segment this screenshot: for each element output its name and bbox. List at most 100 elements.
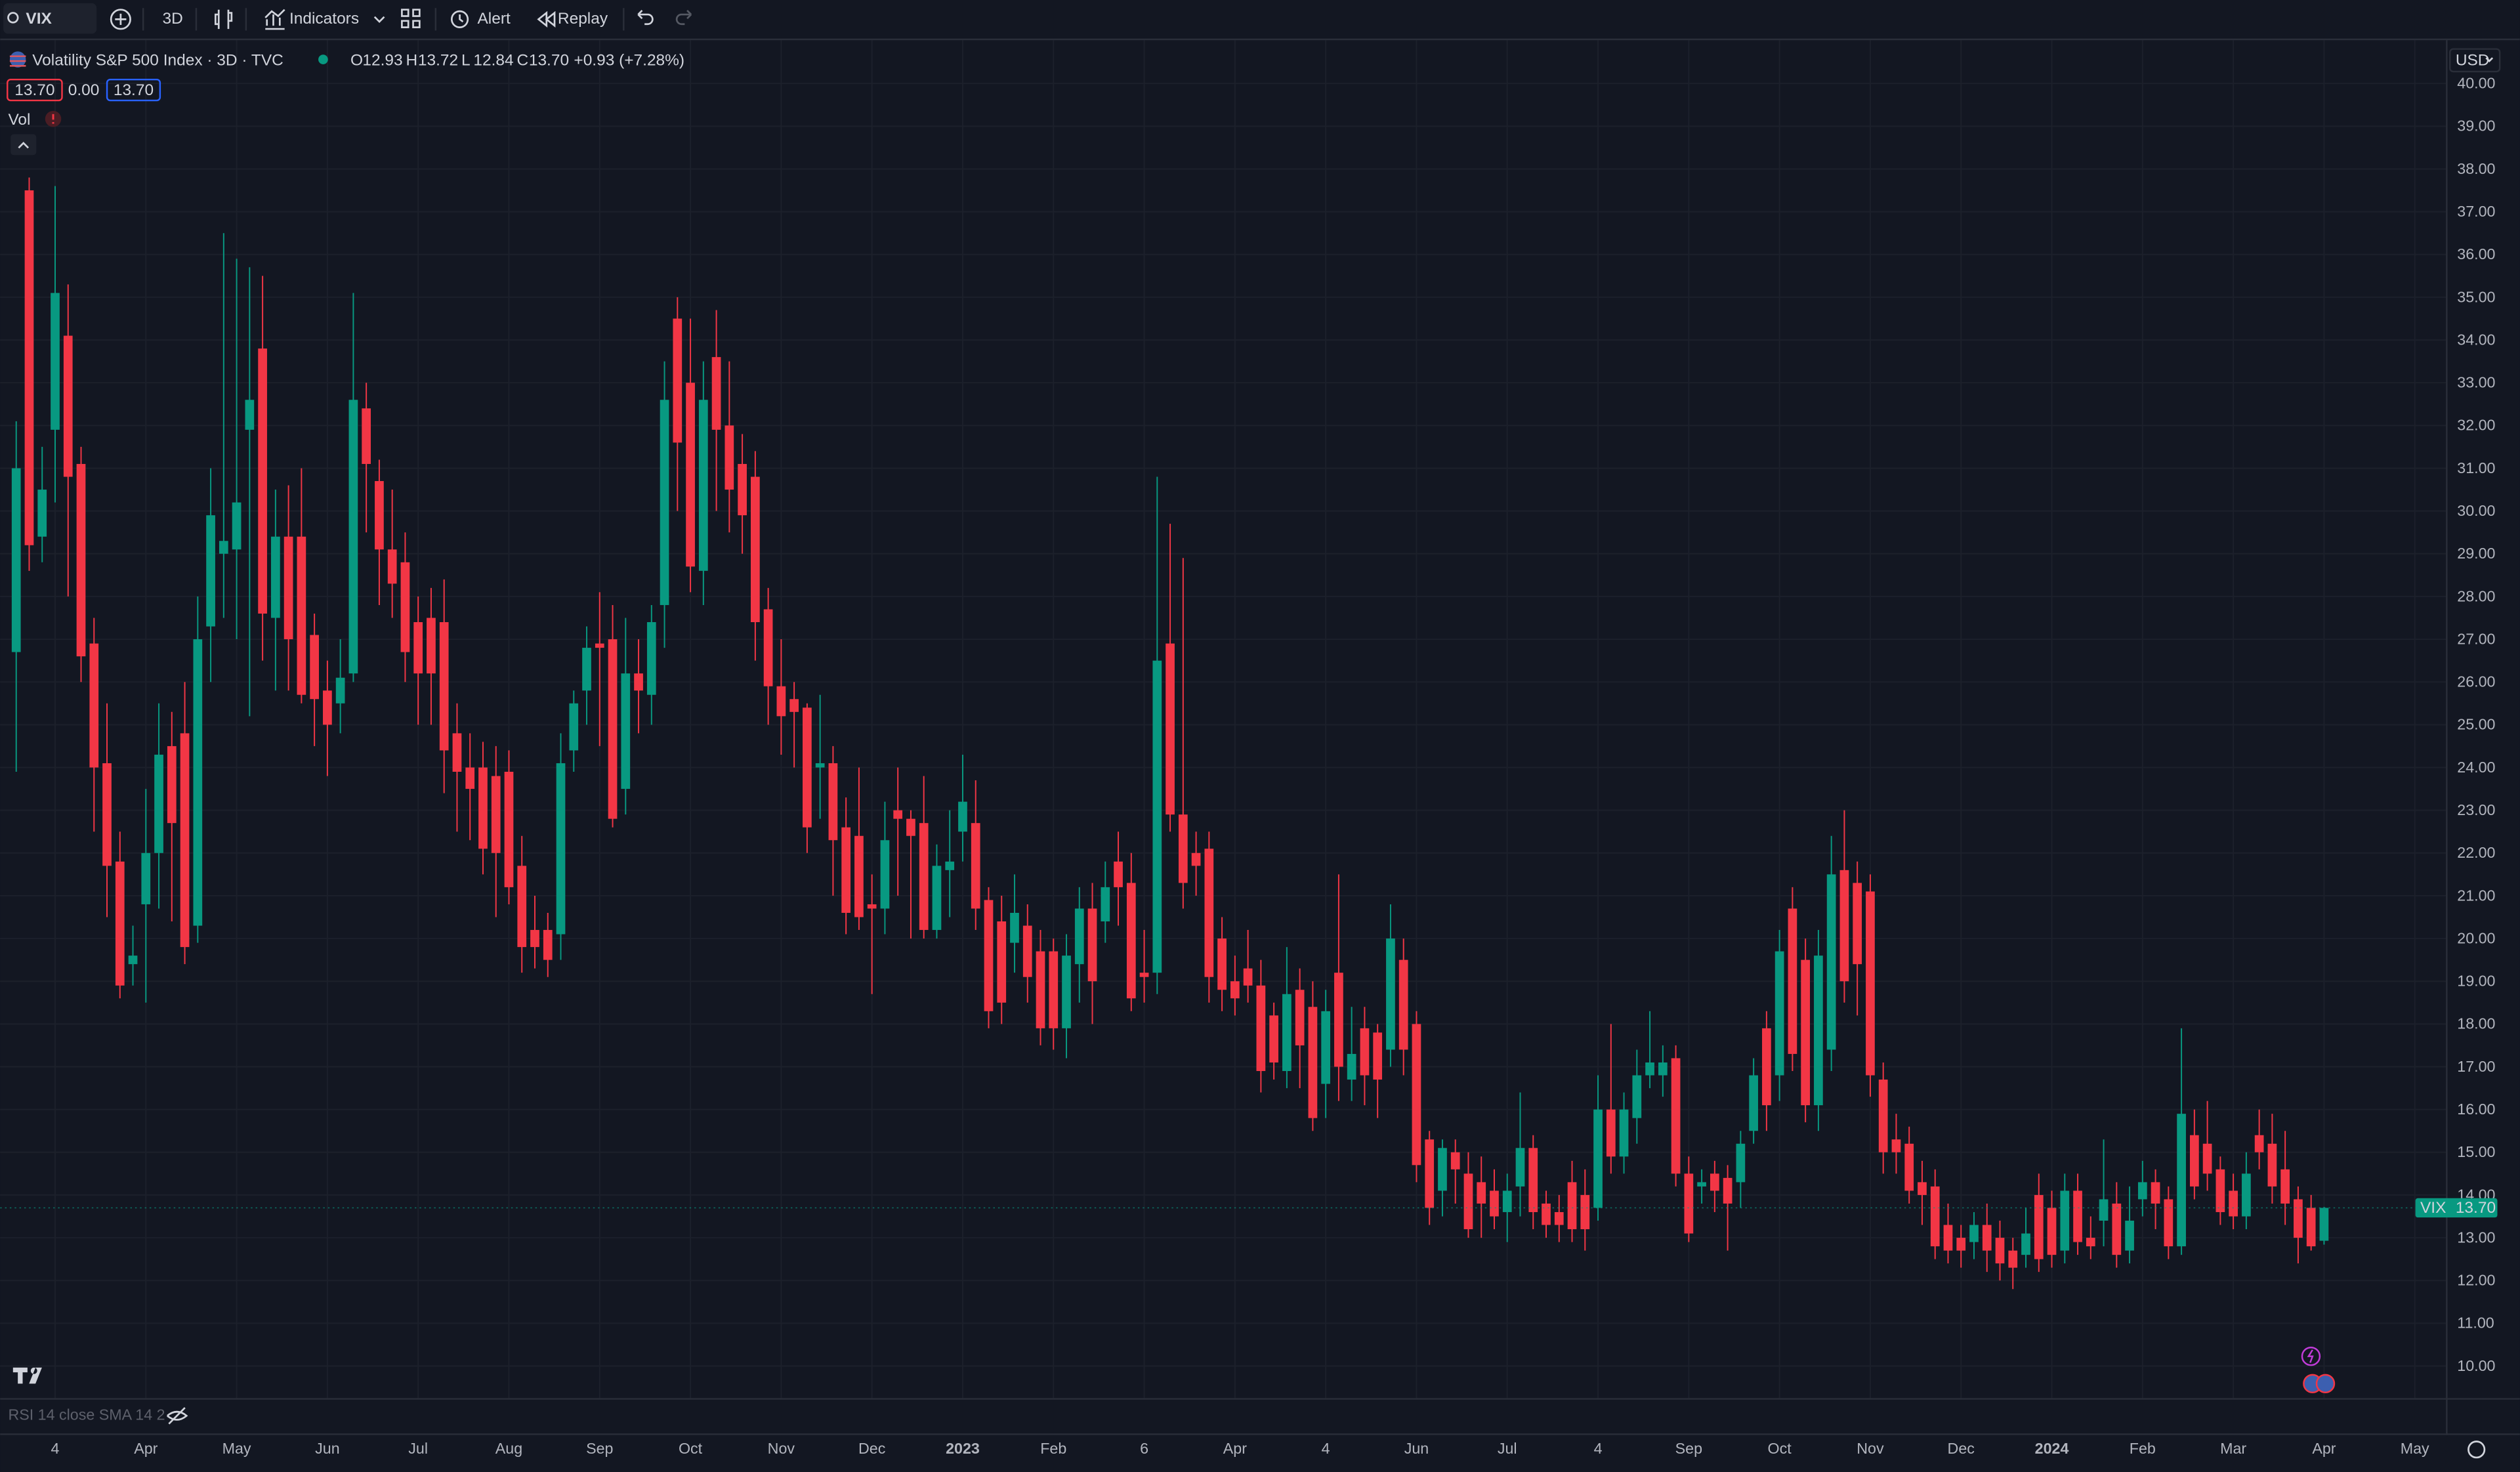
collapse-legend[interactable] (10, 134, 37, 156)
candle-body (258, 348, 267, 614)
sell-box[interactable] (7, 78, 63, 102)
candle-body (465, 767, 475, 789)
buy-box[interactable] (106, 78, 161, 102)
compare-icon (115, 13, 127, 25)
candle-body (569, 703, 579, 751)
candle-body (997, 921, 1007, 1003)
symbol-title[interactable]: Volatility S&P 500 Index · 3D · TVC (32, 52, 284, 70)
chart-type-button[interactable] (215, 9, 233, 30)
sell-price[interactable]: 13.70 (14, 81, 54, 99)
symbol[interactable]: VIX (26, 10, 52, 28)
x-tick-label: Jul (1498, 1440, 1517, 1457)
y-tick-label: 20.00 (2457, 929, 2495, 946)
candle-body (1710, 1173, 1719, 1191)
ohlc-value: 12.93 (362, 52, 402, 70)
candle-body (1853, 883, 1862, 965)
candle-body (232, 502, 242, 550)
candle-body (37, 490, 47, 537)
candle-body (348, 400, 358, 674)
candle-body (751, 476, 760, 623)
event-marker-icon (2307, 1349, 2314, 1363)
candle-body (906, 818, 915, 836)
indicators-button[interactable]: Indicators (289, 10, 359, 28)
candle-body (2229, 1190, 2238, 1217)
candle-body (439, 622, 449, 751)
y-tick-label: 40.00 (2457, 75, 2495, 92)
economic-event[interactable] (2315, 1374, 2336, 1394)
currency[interactable]: USD (2456, 52, 2490, 70)
candle-body (362, 408, 371, 464)
candle-body (193, 639, 203, 926)
last-price-tag (2415, 1198, 2498, 1218)
candle-body (971, 823, 980, 909)
candle-body (1282, 994, 1292, 1072)
symbol-search-box[interactable] (3, 3, 97, 34)
candle-body (1606, 1109, 1616, 1157)
candle-body (1814, 956, 1823, 1106)
event-marker[interactable] (2301, 1347, 2321, 1366)
candle-body (1230, 981, 1240, 999)
market-status[interactable] (318, 54, 328, 64)
candle-body (2177, 1114, 2186, 1247)
candle-body (310, 635, 319, 700)
y-tick-label: 12.00 (2457, 1272, 2495, 1289)
candle-body (1256, 985, 1266, 1072)
alert-button[interactable]: Alert (477, 10, 511, 28)
interval-button[interactable]: 3D (163, 10, 183, 28)
ohlc-label: H (406, 52, 418, 70)
candle-body (698, 400, 708, 571)
candle-body (284, 536, 293, 640)
candle-body (1762, 1028, 1771, 1106)
candle-body (893, 810, 903, 819)
redo-button[interactable] (675, 9, 692, 26)
candle-body (2112, 1203, 2122, 1255)
x-tick-label: 6 (1140, 1440, 1148, 1457)
hidden-indicator-icon[interactable] (167, 1407, 188, 1425)
candle-body (1139, 973, 1149, 977)
buy-price[interactable]: 13.70 (114, 81, 154, 99)
candle-body (1904, 1143, 1914, 1191)
compare-button[interactable] (110, 9, 131, 30)
candle-body (400, 562, 410, 652)
currency-dropdown (2485, 57, 2494, 62)
candle-body (1217, 938, 1227, 990)
candles (0, 177, 2446, 1290)
candle-body (828, 763, 838, 841)
candle-body (1723, 1177, 1732, 1204)
x-tick-label: Jun (315, 1440, 340, 1457)
candle-body (919, 823, 929, 931)
candle-body (1463, 1173, 1473, 1230)
candle-body (1878, 1080, 1888, 1152)
replay-button[interactable]: Replay (558, 10, 608, 28)
candle-body (1866, 891, 1875, 1076)
y-tick-label: 18.00 (2457, 1015, 2495, 1032)
currency-box[interactable] (2449, 48, 2501, 73)
candle-body (673, 318, 682, 443)
y-tick-label: 26.00 (2457, 673, 2495, 690)
volume-legend[interactable]: Vol (8, 111, 30, 129)
x-tick-label: Feb (1040, 1440, 1066, 1457)
candle-body (206, 515, 215, 627)
x-tick-label: Jun (1404, 1440, 1429, 1457)
candle-body (1918, 1182, 1927, 1195)
candle-body (1593, 1109, 1603, 1208)
candle-body (478, 767, 488, 849)
symbol-search[interactable]: VIX (3, 3, 97, 34)
y-tick-label: 34.00 (2457, 331, 2495, 348)
candle-body (1308, 1007, 1318, 1118)
axes: 10.0011.0012.0013.0014.0015.0016.0017.00… (51, 75, 2498, 1457)
candle-body (867, 904, 877, 909)
indicators-dropdown[interactable] (373, 16, 385, 23)
rsi-pane-legend[interactable]: RSI 14 close SMA 14 2 (8, 1406, 165, 1423)
candle-body (1632, 1075, 1642, 1118)
alert-icon (450, 10, 469, 28)
undo-button[interactable] (637, 9, 654, 26)
candle-body (2125, 1221, 2134, 1251)
candle-body (1386, 938, 1395, 1050)
y-tick-label: 29.00 (2457, 545, 2495, 562)
candle-body (1554, 1211, 1564, 1225)
settings-button[interactable] (2468, 1440, 2486, 1459)
templates-button[interactable] (401, 9, 421, 28)
candle-body (1542, 1203, 1551, 1225)
candle-body (1736, 1143, 1746, 1183)
